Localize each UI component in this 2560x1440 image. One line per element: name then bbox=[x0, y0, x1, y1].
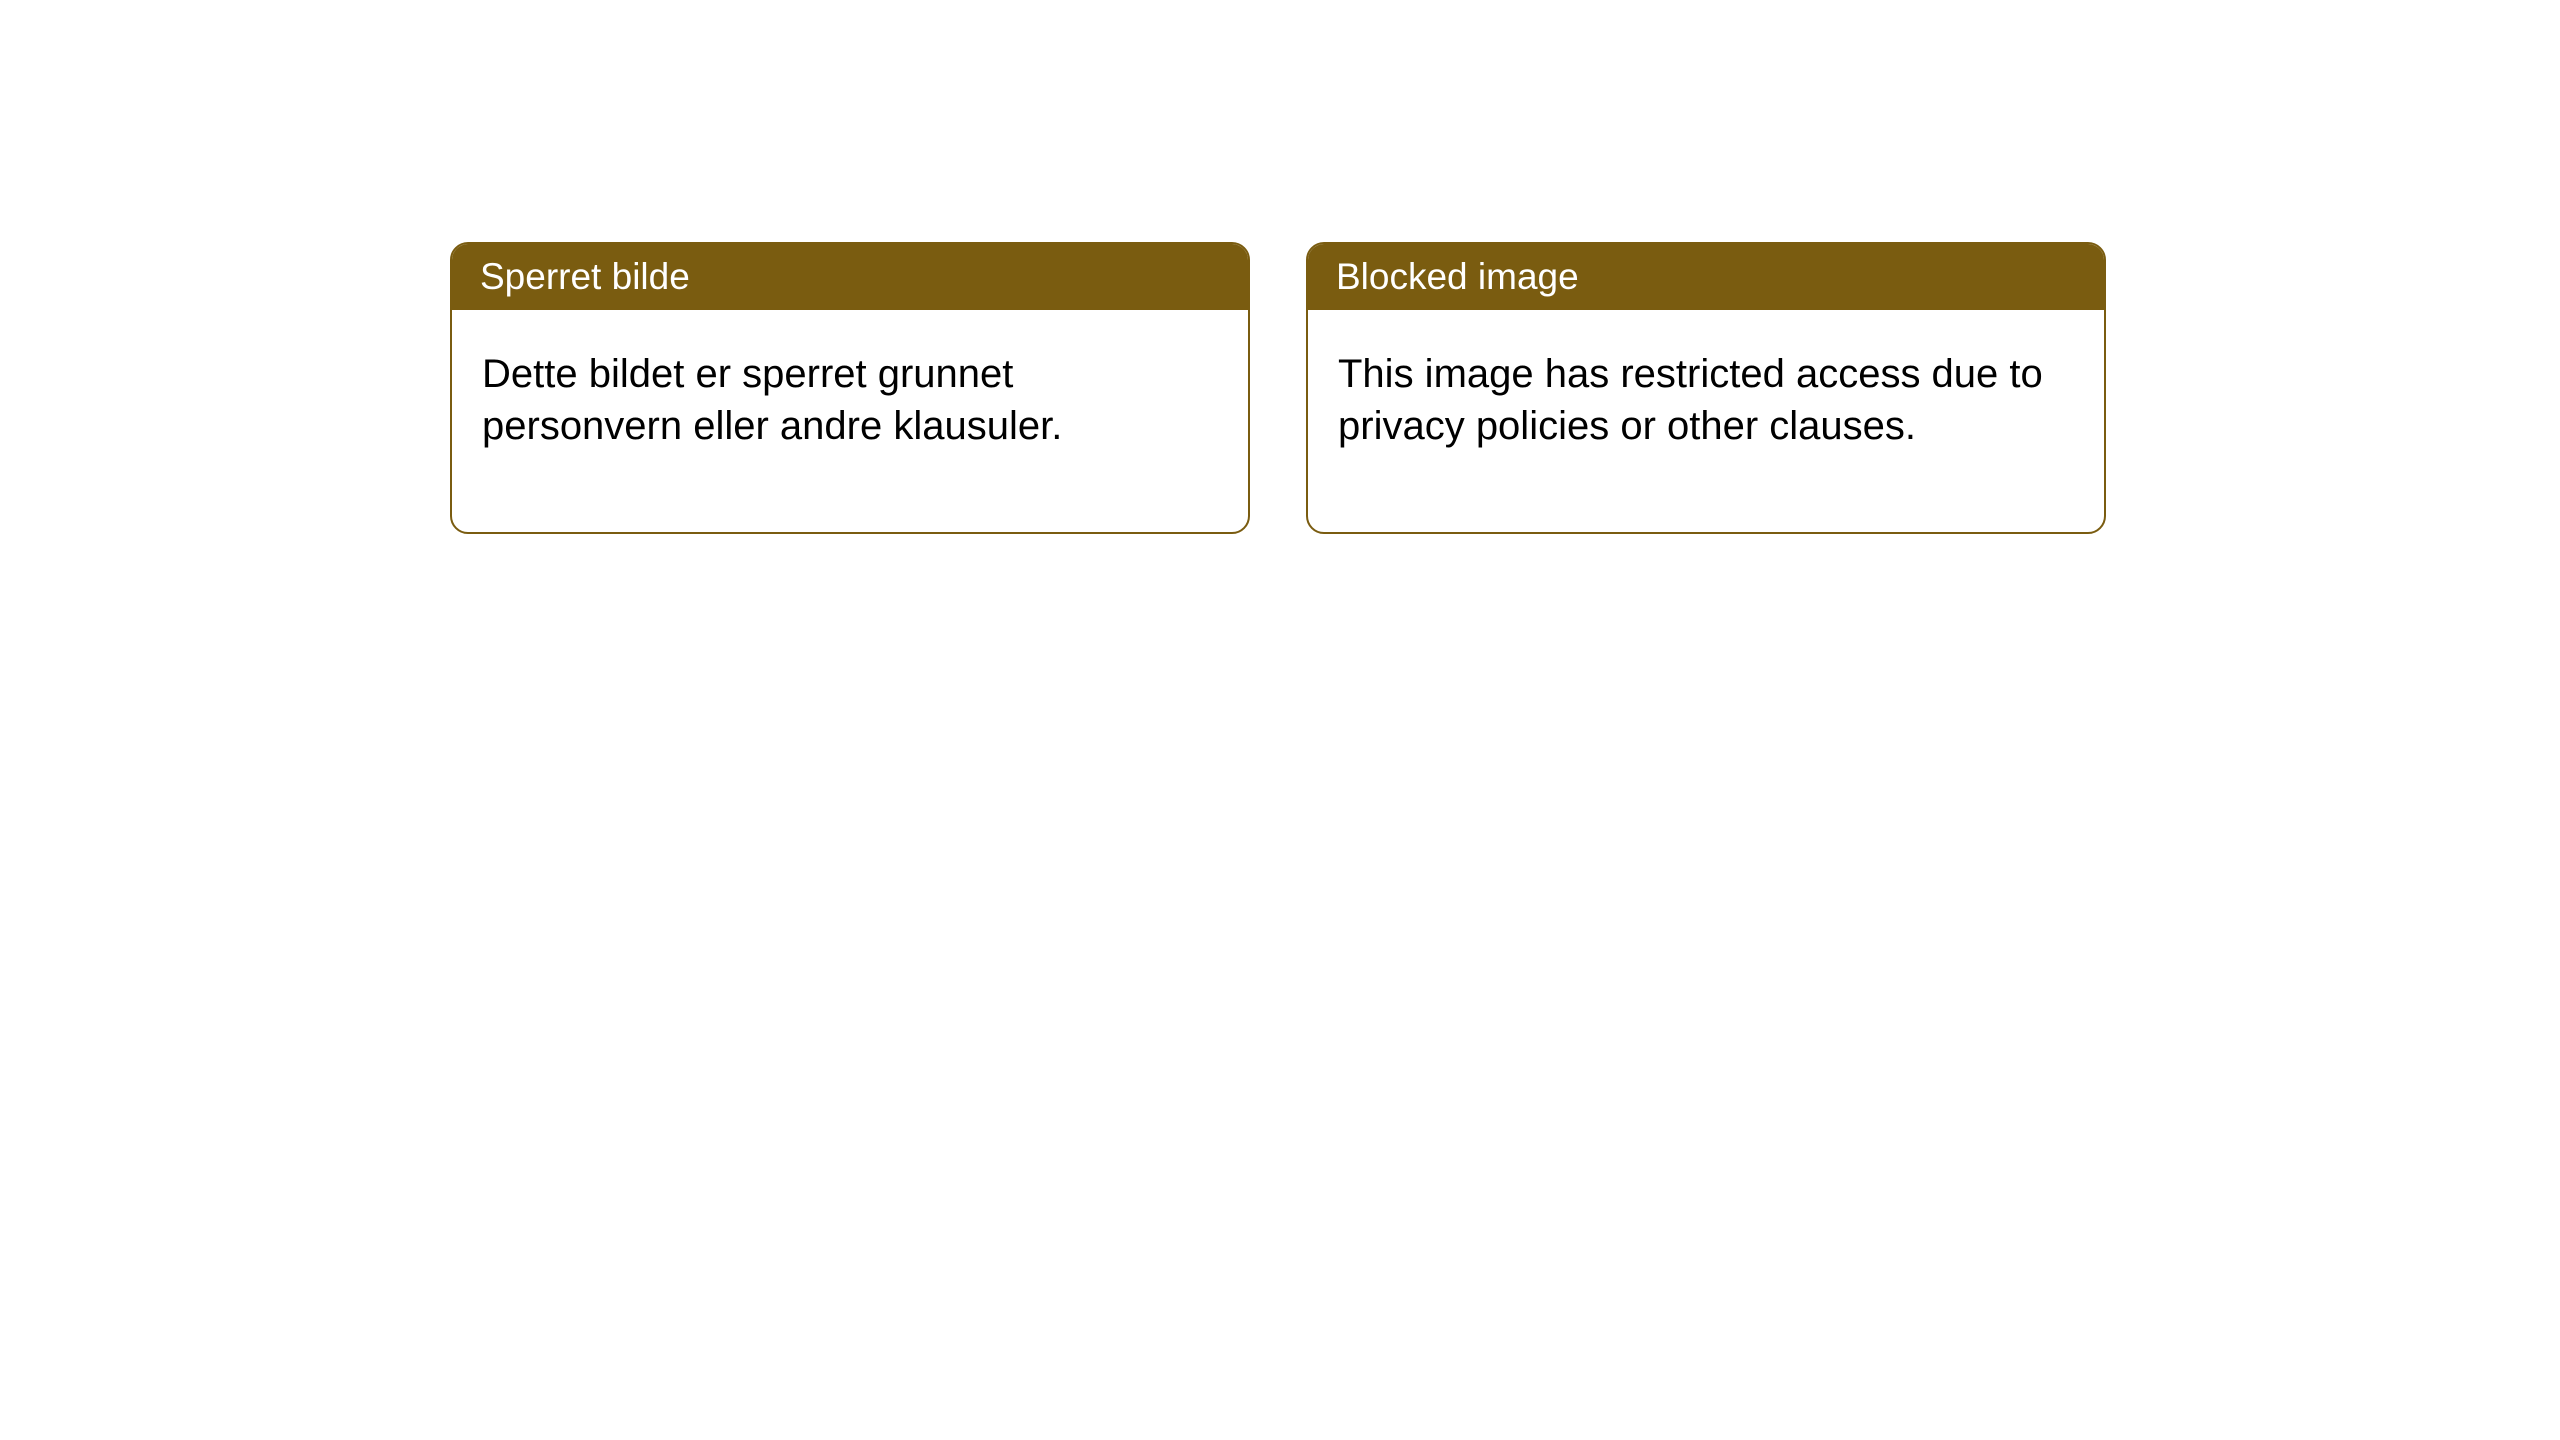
notice-body-english: This image has restricted access due to … bbox=[1308, 310, 2104, 532]
notice-body-norwegian: Dette bildet er sperret grunnet personve… bbox=[452, 310, 1248, 532]
notice-box-norwegian: Sperret bilde Dette bildet er sperret gr… bbox=[450, 242, 1250, 534]
notice-title: Blocked image bbox=[1336, 256, 1579, 297]
notice-header-norwegian: Sperret bilde bbox=[452, 244, 1248, 310]
notice-message: Dette bildet er sperret grunnet personve… bbox=[482, 352, 1062, 448]
notice-message: This image has restricted access due to … bbox=[1338, 352, 2043, 448]
notice-box-english: Blocked image This image has restricted … bbox=[1306, 242, 2106, 534]
notice-title: Sperret bilde bbox=[480, 256, 690, 297]
notice-header-english: Blocked image bbox=[1308, 244, 2104, 310]
notice-container: Sperret bilde Dette bildet er sperret gr… bbox=[450, 242, 2106, 534]
